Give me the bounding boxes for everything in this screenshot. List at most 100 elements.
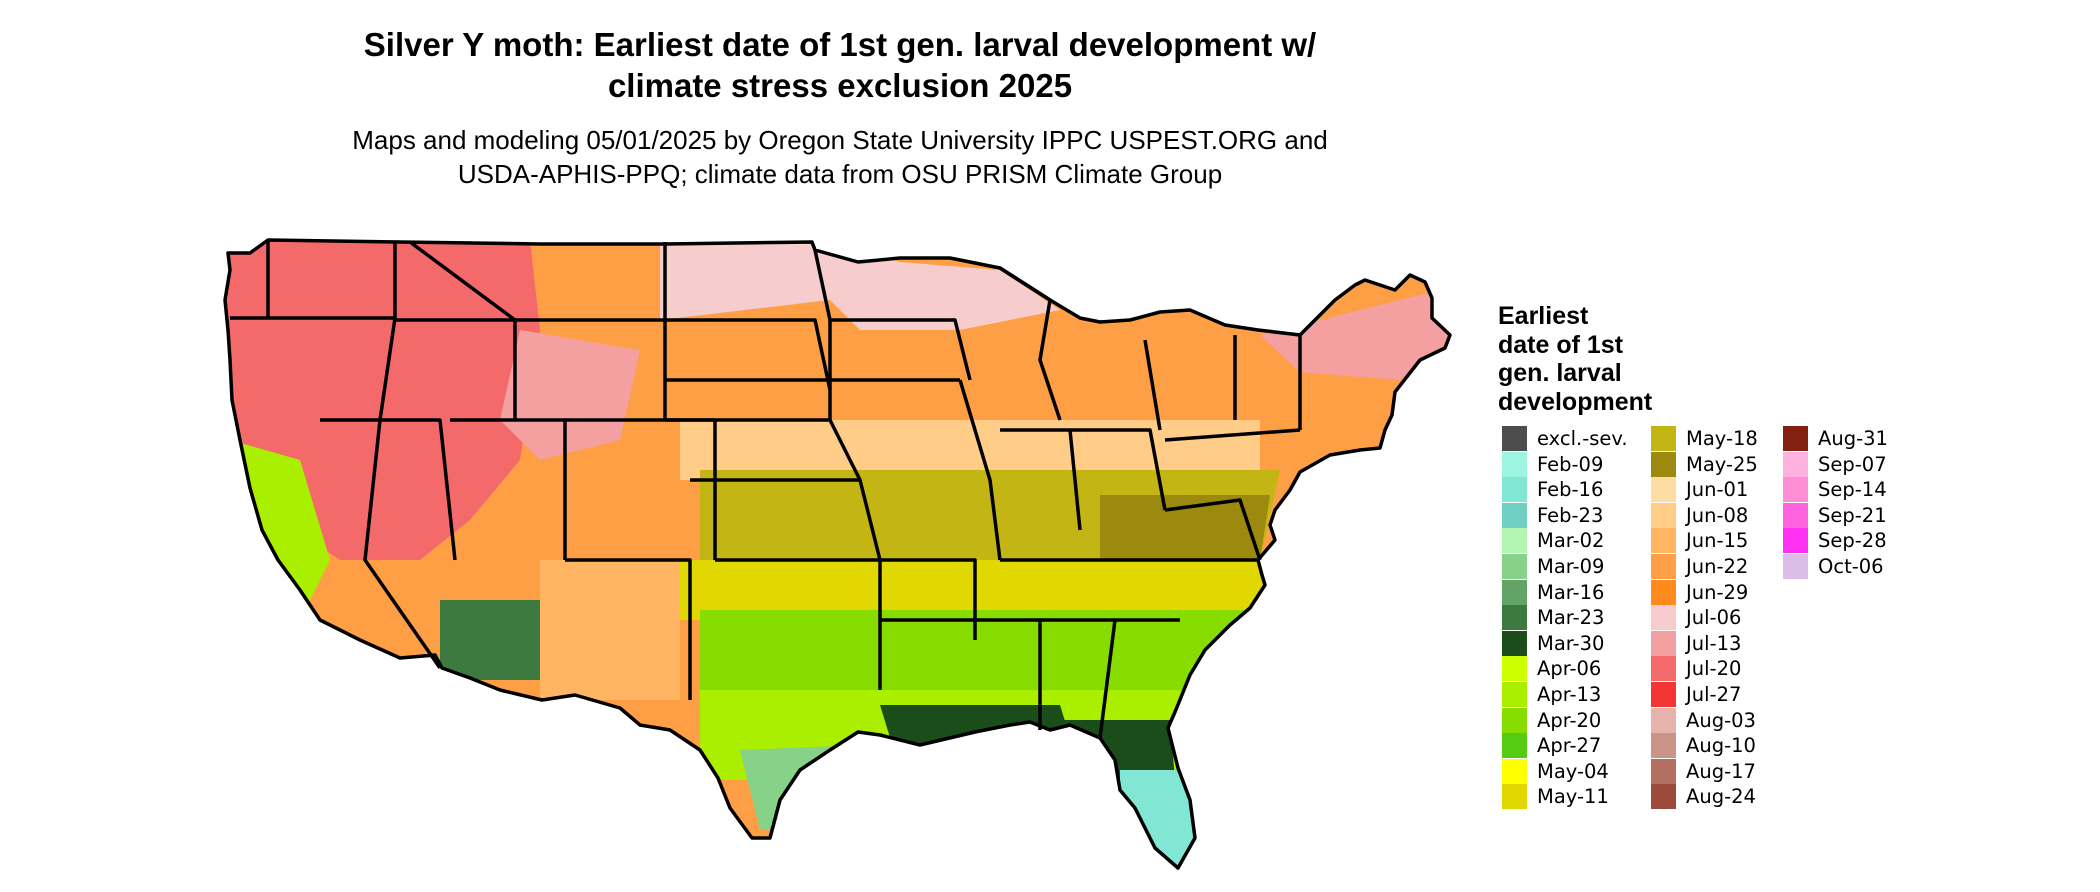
legend-swatch [1502, 426, 1527, 451]
legend-swatch [1783, 426, 1808, 451]
legend-label: Aug-10 [1686, 734, 1756, 758]
legend-label: Aug-24 [1686, 785, 1756, 809]
legend-swatch [1651, 707, 1676, 733]
legend-swatch [1502, 630, 1527, 656]
legend-label: May-25 [1686, 452, 1758, 476]
legend-item: Mar-02 [1502, 528, 1605, 554]
legend-label: Apr-06 [1537, 657, 1602, 681]
legend-swatch [1651, 758, 1676, 784]
legend-item: Jul-06 [1651, 605, 1742, 631]
legend-swatch [1651, 554, 1676, 579]
legend-swatch [1651, 605, 1676, 631]
legend-label: May-04 [1537, 759, 1609, 783]
legend-swatch [1502, 579, 1527, 605]
legend-item: May-11 [1502, 784, 1609, 810]
legend-item: Apr-06 [1502, 656, 1602, 682]
legend-swatch [1651, 682, 1676, 707]
legend-label: Sep-07 [1818, 452, 1887, 476]
legend-item: excl.-sev. [1502, 426, 1628, 451]
legend-item: Jun-29 [1651, 579, 1749, 605]
legend-label: excl.-sev. [1537, 427, 1628, 450]
legend-swatch [1502, 605, 1527, 631]
legend-swatch [1783, 554, 1808, 579]
legend-label: Feb-23 [1537, 503, 1604, 527]
legend-swatch [1651, 451, 1676, 477]
legend-swatch [1502, 554, 1527, 579]
legend-swatch [1783, 477, 1808, 503]
legend-item: Feb-23 [1502, 502, 1604, 528]
legend-item: Sep-28 [1783, 528, 1887, 554]
legend-item: Jun-08 [1651, 502, 1749, 528]
legend-label: Jul-13 [1686, 631, 1742, 655]
legend-item: Apr-20 [1502, 707, 1602, 733]
legend-label: Oct-06 [1818, 555, 1884, 578]
legend-item: Mar-30 [1502, 630, 1605, 656]
legend-item: Jul-13 [1651, 630, 1742, 656]
legend-swatch [1502, 477, 1527, 503]
legend-label: Mar-09 [1537, 555, 1605, 578]
legend-item: Aug-24 [1651, 784, 1756, 810]
legend-label: Aug-03 [1686, 708, 1756, 732]
legend-swatch [1502, 784, 1527, 810]
legend-label: Apr-13 [1537, 683, 1602, 706]
legend-swatch [1502, 758, 1527, 784]
legend-swatch [1651, 733, 1676, 759]
legend-label: Jun-29 [1686, 580, 1749, 604]
state-borders [223, 238, 1452, 870]
legend-item: Aug-31 [1783, 426, 1888, 451]
legend-label: Aug-17 [1686, 759, 1756, 783]
legend-item: Jun-22 [1651, 554, 1748, 579]
legend-label: Feb-16 [1537, 478, 1604, 502]
legend-swatch [1783, 528, 1808, 554]
legend-swatch [1502, 451, 1527, 477]
legend-item: May-04 [1502, 758, 1609, 784]
legend-label: Sep-28 [1818, 529, 1887, 553]
map-subtitle: Maps and modeling 05/01/2025 by Oregon S… [352, 125, 1328, 189]
legend-item: Aug-03 [1651, 707, 1756, 733]
legend-swatch [1651, 528, 1676, 554]
legend-item: Mar-23 [1502, 605, 1605, 631]
legend-swatch [1651, 477, 1676, 503]
legend-label: Jul-06 [1686, 606, 1742, 630]
legend-item: Oct-06 [1783, 554, 1884, 579]
legend-item: Sep-14 [1783, 477, 1887, 503]
legend-item: Jul-20 [1651, 656, 1742, 682]
map-title: Silver Y moth: Earliest date of 1st gen.… [363, 26, 1317, 104]
legend-label: Apr-27 [1537, 734, 1602, 758]
legend-item: Apr-27 [1502, 733, 1602, 759]
legend-swatch [1502, 528, 1527, 554]
legend-label: Apr-20 [1537, 708, 1602, 732]
legend-item: May-25 [1651, 451, 1758, 477]
legend-label: May-11 [1537, 785, 1609, 809]
legend-swatch [1502, 502, 1527, 528]
legend-label: May-18 [1686, 427, 1758, 450]
legend-item: Aug-17 [1651, 758, 1756, 784]
legend-label: Jul-27 [1686, 683, 1742, 706]
legend-item: Mar-09 [1502, 554, 1604, 579]
legend-label: Feb-09 [1537, 452, 1604, 476]
legend-label: Mar-30 [1537, 631, 1605, 655]
legend-item: May-18 [1651, 426, 1758, 451]
legend-label: Mar-02 [1537, 529, 1605, 553]
legend-swatch [1502, 656, 1527, 682]
legend-swatch [1651, 502, 1676, 528]
legend-label: Jun-15 [1686, 529, 1749, 553]
legend-title: Earliest date of 1st gen. larval develop… [1498, 302, 1653, 416]
legend-label: Jul-20 [1686, 657, 1742, 681]
legend-item: Feb-16 [1502, 477, 1604, 503]
legend-swatch [1651, 579, 1676, 605]
legend-label: Jun-08 [1686, 503, 1749, 527]
legend-swatch [1783, 451, 1808, 477]
legend-item: Mar-16 [1502, 579, 1604, 605]
legend-item: Sep-07 [1783, 451, 1887, 477]
legend-label: Sep-14 [1818, 478, 1887, 502]
legend-item: Sep-21 [1783, 502, 1887, 528]
legend-swatch [1651, 656, 1676, 682]
legend-swatch [1783, 502, 1808, 528]
legend-label: Mar-23 [1537, 606, 1605, 630]
legend-item: Apr-13 [1502, 682, 1601, 707]
legend-swatch [1651, 426, 1676, 451]
legend-swatch [1651, 630, 1676, 656]
legend-item: Aug-10 [1651, 733, 1756, 759]
